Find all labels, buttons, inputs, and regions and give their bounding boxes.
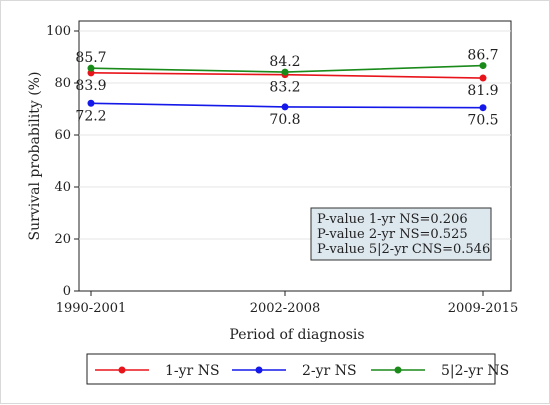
point-2-2 — [479, 62, 487, 70]
legend-marker-2 — [394, 366, 402, 374]
y-tick-label-60: 60 — [54, 128, 71, 143]
y-tick-label-40: 40 — [54, 180, 71, 195]
legend-label-2: 5|2-yr NS — [441, 363, 509, 379]
data-label-1-1: 70.8 — [269, 112, 300, 128]
data-label-0-2: 81.9 — [467, 83, 498, 99]
annotation-line-2: P-value 5|2-yr CNS=0.546 — [317, 242, 490, 257]
point-1-0 — [87, 99, 95, 107]
y-tick-label-80: 80 — [54, 76, 71, 91]
point-1-1 — [281, 103, 289, 111]
data-label-0-1: 83.2 — [269, 80, 300, 96]
data-label-2-2: 86.7 — [467, 48, 498, 64]
legend-label-1: 2-yr NS — [302, 363, 357, 379]
y-axis: 0 20 40 60 80 100 — [46, 24, 79, 299]
point-2-1 — [281, 68, 289, 76]
annotation-line-0: P-value 1-yr NS=0.206 — [317, 212, 468, 227]
point-2-0 — [87, 64, 95, 72]
legend-label-0: 1-yr NS — [165, 363, 220, 379]
x-tick-label-1: 2002-2008 — [250, 301, 321, 316]
y-tick-label-0: 0 — [63, 284, 71, 299]
y-axis-title: Survival probability (%) — [27, 72, 43, 241]
series-group: 83.9 83.2 81.9 72.2 70.8 70.5 85.7 84.2 86.7 — [75, 48, 498, 129]
y-tick-label-20: 20 — [54, 232, 71, 247]
data-label-2-1: 84.2 — [269, 54, 300, 70]
data-label-1-2: 70.5 — [467, 113, 498, 129]
x-tick-label-0: 1990-2001 — [56, 301, 127, 316]
data-label-1-0: 72.2 — [75, 108, 106, 124]
legend-marker-1 — [255, 366, 263, 374]
point-0-2 — [479, 74, 487, 82]
data-label-0-0: 83.9 — [75, 78, 106, 94]
point-1-2 — [479, 104, 487, 112]
x-axis-title: Period of diagnosis — [229, 327, 364, 343]
annotation-box — [310, 207, 492, 261]
legend-box — [86, 353, 496, 385]
legend-marker-0 — [118, 366, 126, 374]
x-tick-label-2: 2009-2015 — [448, 301, 519, 316]
data-label-2-0: 85.7 — [75, 50, 106, 66]
x-axis: 1990-2001 2002-2008 2009-2015 — [56, 291, 519, 316]
annotation-line-1: P-value 2-yr NS=0.525 — [317, 227, 468, 242]
legend: 1-yr NS 2-yr NS 5|2-yr NS — [86, 353, 509, 385]
y-tick-label-100: 100 — [46, 24, 71, 39]
